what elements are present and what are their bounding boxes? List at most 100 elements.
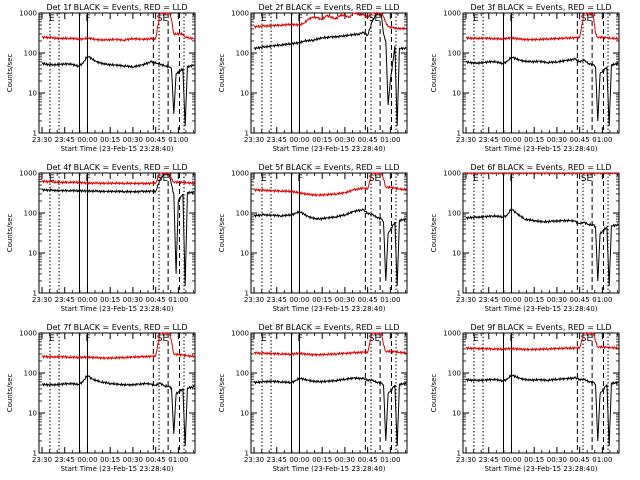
x-tick-label: 00:15: [312, 456, 332, 464]
y-tick-label: 100: [24, 50, 37, 58]
y-tick-label: 10: [240, 250, 249, 258]
time-marker-label: SE: [581, 174, 593, 184]
series-lld-line: [41, 12, 195, 43]
x-axis-label: Start Time (23-Feb-15 23:28:40): [272, 145, 385, 153]
panel-det-9: Det 9f BLACK = Events, RED = LLD 1 10 100 10…: [430, 323, 620, 473]
x-tick-label: 23:30: [244, 136, 264, 144]
y-tick-label: 1: [457, 450, 461, 458]
time-marker-label: SE: [157, 334, 169, 344]
y-tick-label: 100: [24, 370, 37, 378]
x-tick-label: 23:45: [267, 296, 287, 304]
panel-title: Det 9f BLACK = Events, RED = LLD: [470, 323, 611, 332]
time-marker-label: F: [298, 174, 303, 184]
panel-title: Det 1f BLACK = Events, RED = LLD: [46, 3, 187, 12]
y-tick-label: 100: [448, 210, 461, 218]
x-tick-label: 00:30: [335, 456, 355, 464]
x-tick-label: 23:30: [32, 136, 52, 144]
x-tick-label: 00:15: [312, 136, 332, 144]
panel-det-2: Det 2f BLACK = Events, RED = LLD 1 10 100 10…: [218, 3, 408, 153]
x-tick-label: 23:45: [55, 296, 75, 304]
series-events-line: [465, 207, 619, 287]
x-tick-label: 23:45: [479, 296, 499, 304]
y-tick-label: 10: [240, 410, 249, 418]
plot-frame: [462, 12, 620, 134]
y-tick-label: 100: [236, 210, 249, 218]
panel-det-6: Det 6f BLACK = Events, RED = LLD 1 10 100 10…: [430, 163, 620, 313]
x-axis-label: Start Time (23-Feb-15 23:28:40): [60, 465, 173, 473]
series-events-line: [41, 171, 195, 287]
x-tick-label: 00:30: [123, 296, 143, 304]
plot-frame: [250, 172, 408, 294]
y-tick-label: 10: [240, 90, 249, 98]
time-marker-label: F: [298, 14, 303, 24]
y-tick-label: 10: [28, 410, 37, 418]
y-tick-label: 1000: [19, 10, 37, 18]
x-tick-label: 00:45: [358, 136, 378, 144]
time-marker-label: E: [473, 334, 479, 344]
x-tick-label: 01:00: [592, 456, 612, 464]
x-tick-label: 00:00: [77, 136, 97, 144]
x-axis-label: Start Time (23-Feb-15 23:28:40): [272, 465, 385, 473]
x-tick-label: 00:00: [501, 456, 521, 464]
y-tick-label: 1: [457, 130, 461, 138]
y-tick-label: 1: [245, 130, 249, 138]
time-marker-label: E: [473, 14, 479, 24]
time-marker-label: E: [49, 174, 55, 184]
x-tick-label: 00:45: [570, 296, 590, 304]
time-marker-label: E: [473, 174, 479, 184]
y-axis-label: Counts/sec: [218, 54, 226, 93]
time-marker-label: E: [261, 14, 267, 24]
y-tick-label: 1: [457, 290, 461, 298]
x-axis-label: Start Time (23-Feb-15 23:28:40): [484, 305, 597, 313]
x-tick-label: 01:00: [168, 296, 188, 304]
x-tick-label: 00:45: [146, 456, 166, 464]
y-tick-label: 1: [33, 450, 37, 458]
time-marker-label: SE: [157, 174, 169, 184]
plot-frame: [38, 12, 196, 134]
x-tick-label: 01:00: [592, 296, 612, 304]
time-marker-label: F: [86, 14, 91, 24]
panel-title: Det 3f BLACK = Events, RED = LLD: [470, 3, 611, 12]
x-tick-label: 23:45: [55, 136, 75, 144]
y-tick-label: 1: [245, 290, 249, 298]
time-marker-label: SE: [369, 174, 381, 184]
x-tick-label: 01:00: [380, 296, 400, 304]
y-tick-label: 10: [452, 90, 461, 98]
panel-det-8: Det 8f BLACK = Events, RED = LLD 1 10 100 10…: [218, 323, 408, 473]
x-axis-label: Start Time (23-Feb-15 23:28:40): [60, 305, 173, 313]
x-tick-label: 23:45: [479, 456, 499, 464]
series-lld-line: [253, 12, 407, 31]
x-axis-label: Start Time (23-Feb-15 23:28:40): [484, 145, 597, 153]
y-axis-label: Counts/sec: [430, 54, 438, 93]
plot-frame: [250, 12, 408, 134]
y-tick-label: 1000: [231, 170, 249, 178]
y-tick-label: 100: [448, 50, 461, 58]
x-tick-label: 23:30: [32, 296, 52, 304]
y-axis-label: Counts/sec: [6, 214, 14, 253]
x-tick-label: 00:45: [146, 296, 166, 304]
x-tick-label: 00:30: [123, 136, 143, 144]
time-marker-label: F: [510, 174, 515, 184]
y-tick-label: 1000: [231, 10, 249, 18]
x-tick-label: 01:00: [380, 136, 400, 144]
plot-frame: [462, 332, 620, 454]
y-axis-label: Counts/sec: [6, 374, 14, 413]
x-tick-label: 00:30: [547, 456, 567, 464]
x-tick-label: 00:30: [335, 296, 355, 304]
series-lld-line: [465, 332, 619, 352]
series-lld-line: [466, 172, 619, 175]
time-marker-label: SE: [581, 334, 593, 344]
x-tick-label: 00:45: [570, 136, 590, 144]
y-tick-label: 1000: [443, 330, 461, 338]
y-tick-label: 10: [452, 250, 461, 258]
x-axis-label: Start Time (23-Feb-15 23:28:40): [60, 145, 173, 153]
panel-det-3: Det 3f BLACK = Events, RED = LLD 1 10 100 10…: [430, 3, 620, 153]
panel-title: Det 6f BLACK = Events, RED = LLD: [470, 163, 611, 172]
plot-frame: [250, 332, 408, 454]
time-marker-label: SE: [581, 14, 593, 24]
x-tick-label: 23:45: [479, 136, 499, 144]
x-tick-label: 00:15: [524, 456, 544, 464]
y-tick-label: 1000: [443, 170, 461, 178]
x-tick-label: 00:15: [100, 456, 120, 464]
